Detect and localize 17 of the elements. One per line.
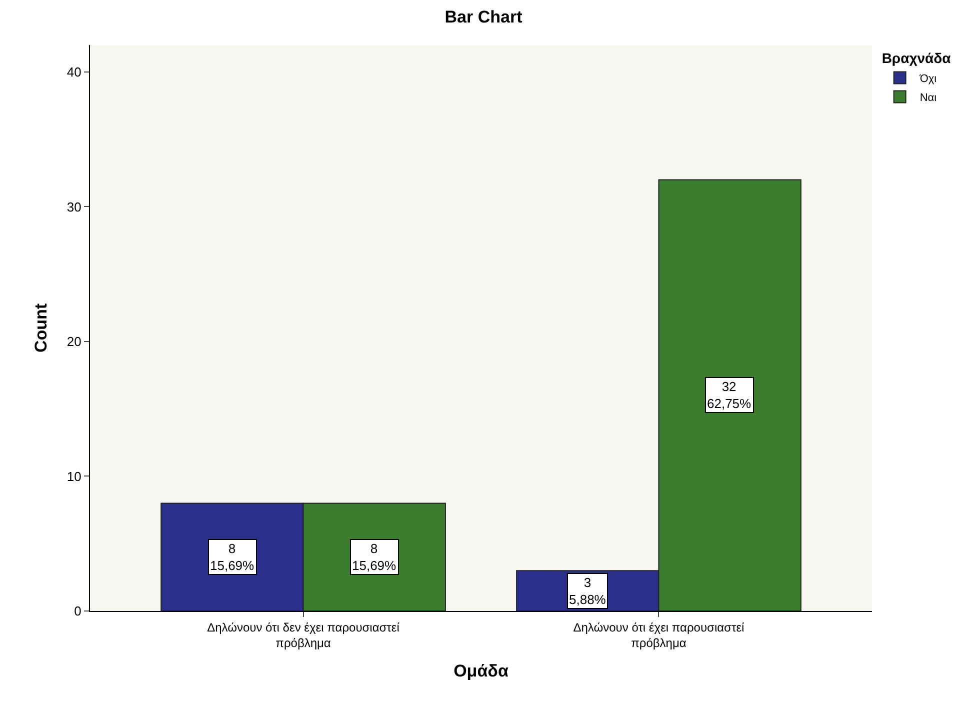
x-tick-label: Δηλώνουν ότι δεν έχει παρουσιαστεί πρόβλημα bbox=[207, 620, 400, 650]
x-tick-label: Δηλώνουν ότι έχει παρουσιαστεί πρόβλημα bbox=[573, 620, 745, 650]
legend-label: Όχι bbox=[918, 72, 938, 85]
data-label: 8 15,69% bbox=[210, 541, 255, 573]
data-label: 3 5,88% bbox=[569, 575, 606, 607]
y-tick-label: 0 bbox=[74, 604, 82, 619]
legend-title: Βραχνάδα bbox=[882, 50, 952, 66]
y-tick-label: 10 bbox=[66, 468, 82, 484]
x-axis-title: Ομάδα bbox=[454, 661, 509, 680]
legend-label: Ναι bbox=[920, 92, 938, 104]
y-axis-title: Count bbox=[31, 303, 50, 353]
y-tick-label: 20 bbox=[66, 334, 82, 350]
data-label: 8 15,69% bbox=[352, 541, 397, 573]
y-tick-label: 40 bbox=[66, 64, 82, 80]
y-tick-label: 30 bbox=[66, 199, 82, 214]
chart-title: Bar Chart bbox=[444, 7, 523, 26]
data-label: 32 62,75% bbox=[707, 379, 752, 411]
